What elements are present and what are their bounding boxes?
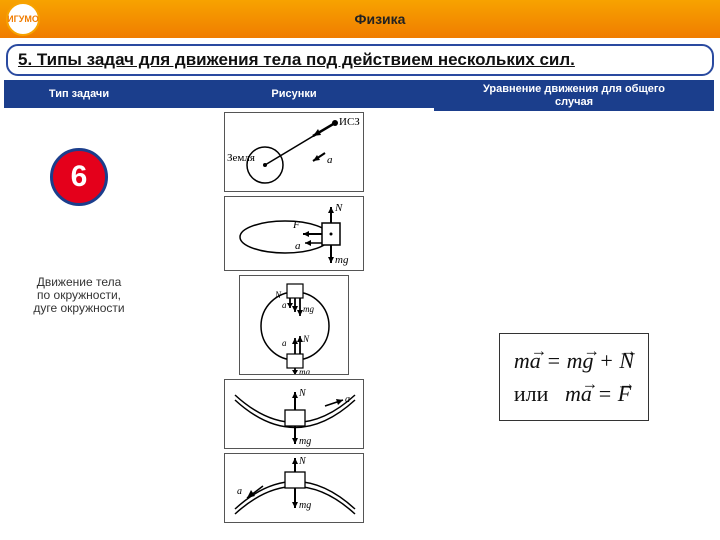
label-N-2: N	[334, 202, 343, 214]
subject-title: Физика	[40, 11, 720, 27]
diagram-vertical-circle: a mg N a N mg	[239, 275, 349, 375]
logo-badge: ИГУМО	[6, 2, 40, 36]
equation-body: ma = mg + N или ma = F	[434, 111, 714, 523]
label-a-3b: a	[282, 338, 287, 348]
type-body: 6 Движение тела по окружности, дуге окру…	[4, 108, 154, 316]
label-a-1: a	[327, 154, 333, 166]
label-mg-2: mg	[335, 254, 349, 266]
equation-line-1: ma = mg + N	[514, 344, 634, 377]
eq-head-l2: случая	[555, 96, 593, 108]
label-a-2: a	[295, 240, 301, 252]
col-type: Тип задачи 6 Движение тела по окружности…	[4, 80, 154, 523]
col-drawings: Рисунки ИСЗ Земля a	[154, 80, 434, 523]
eq-head-l1: Уравнение движения для общего	[483, 83, 665, 95]
diagram-ellipse-rim: N mg F a	[224, 196, 364, 271]
label-N-3b: N	[302, 334, 310, 344]
type-caption-l2: по окружности,	[37, 288, 121, 302]
equation-box: ma = mg + N или ma = F	[499, 333, 649, 421]
label-mg-3t: mg	[303, 304, 314, 314]
diagram-concave-arc: N mg a	[224, 379, 364, 449]
label-a-5: a	[237, 486, 242, 497]
col-type-header: Тип задачи	[4, 80, 154, 108]
type-caption-l3: дуге окружности	[33, 301, 124, 315]
col-drawings-header: Рисунки	[154, 80, 434, 108]
diagram-convex-arc: N mg a	[224, 453, 364, 523]
label-mg-3b: mg	[299, 367, 310, 375]
label-F-2: F	[292, 219, 300, 231]
label-mg-4: mg	[299, 436, 311, 447]
label-N-5: N	[298, 456, 307, 467]
label-a-4: a	[345, 394, 350, 405]
label-N-4: N	[298, 388, 307, 399]
type-number-badge: 6	[50, 148, 108, 206]
type-caption: Движение тела по окружности, дуге окружн…	[33, 276, 124, 316]
top-bar: ИГУМО Физика	[0, 0, 720, 38]
col-equation: Уравнение движения для общего случая ma …	[434, 80, 714, 523]
section-title: 5. Типы задач для движения тела под дейс…	[6, 44, 714, 76]
diagram-satellite: ИСЗ Земля a	[224, 112, 364, 192]
drawings-stack: ИСЗ Земля a N mg	[154, 108, 434, 523]
or-word: или	[514, 381, 549, 406]
type-caption-l1: Движение тела	[37, 275, 122, 289]
label-a-3t: a	[282, 300, 287, 310]
col-equation-header: Уравнение движения для общего случая	[434, 80, 714, 111]
label-isz: ИСЗ	[339, 116, 360, 128]
content-table: Тип задачи 6 Движение тела по окружности…	[0, 80, 720, 523]
label-mg-5: mg	[299, 500, 311, 511]
label-earth: Земля	[227, 152, 255, 164]
label-N-3t: N	[274, 290, 282, 300]
logo-text: ИГУМО	[7, 14, 39, 24]
equation-line-2: или ma = F	[514, 377, 634, 410]
